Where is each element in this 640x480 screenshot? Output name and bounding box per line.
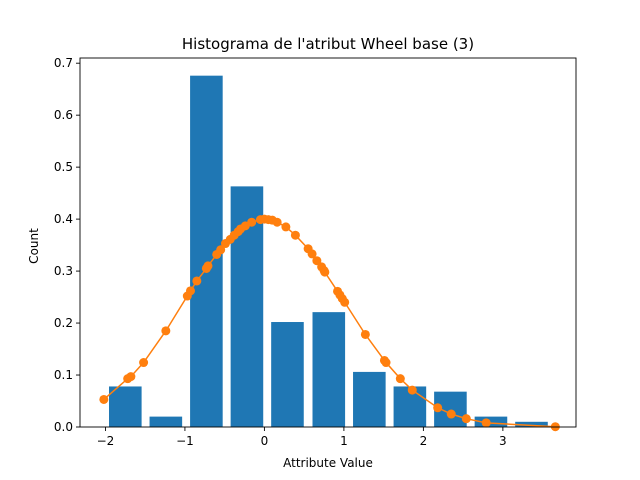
density-curve-point	[407, 385, 417, 395]
plot-area	[99, 75, 560, 432]
density-curve-point	[126, 372, 136, 382]
density-curve-point	[139, 358, 149, 368]
y-tick-label: 0.7	[54, 56, 73, 70]
y-tick-label: 0.0	[54, 420, 73, 434]
histogram-bar	[149, 416, 183, 427]
density-curve-point	[192, 276, 202, 286]
density-curve-point	[216, 245, 226, 255]
axes: −2 −1 0 1 2 3 0.0 0.1 0.2 0.3 0.4 0.5 0.6 0.7	[54, 56, 577, 448]
density-curve-point	[381, 358, 391, 368]
density-curve-point	[185, 286, 195, 296]
y-tick-label: 0.2	[54, 316, 73, 330]
density-curve-point	[360, 329, 370, 339]
density-curve-point	[161, 326, 171, 336]
y-tick-label: 0.4	[54, 212, 73, 226]
y-tick-label: 0.6	[54, 108, 73, 122]
density-curve-point	[461, 414, 471, 424]
density-curve-point	[99, 394, 109, 404]
x-axis-label: Attribute Value	[283, 456, 373, 470]
density-curve-point	[272, 217, 282, 227]
histogram-bar	[271, 322, 304, 427]
density-curve-point	[203, 261, 213, 271]
density-curve-point	[320, 267, 330, 277]
histogram-bar	[109, 386, 142, 427]
density-curve-point	[307, 249, 317, 259]
chart-title: Histograma de l'atribut Wheel base (3)	[182, 35, 474, 53]
density-curve-point	[433, 403, 443, 413]
y-tick-label: 0.3	[54, 264, 73, 278]
density-curve-point	[446, 409, 456, 419]
histogram-bar	[353, 371, 386, 427]
density-curve-point	[340, 297, 350, 307]
density-curve-point	[312, 256, 322, 266]
y-axis-label: Count	[27, 228, 41, 264]
density-curve-point	[281, 222, 291, 232]
density-curve-point	[481, 418, 491, 428]
histogram-bar	[474, 416, 508, 427]
histogram-bar	[312, 312, 346, 427]
x-tick-label: 3	[499, 434, 507, 448]
x-tick-label: 1	[340, 434, 348, 448]
x-tick-label: −2	[97, 434, 115, 448]
density-curve-point	[247, 217, 257, 227]
histogram-bar	[515, 421, 548, 427]
x-tick-label: −1	[176, 434, 194, 448]
x-tick-label: 2	[420, 434, 428, 448]
density-curve-point	[395, 374, 405, 384]
y-tick-label: 0.5	[54, 160, 73, 174]
x-tick-label: 0	[261, 434, 269, 448]
plot-frame	[79, 57, 577, 428]
y-tick-label: 0.1	[54, 368, 73, 382]
density-curve-point	[290, 230, 300, 240]
